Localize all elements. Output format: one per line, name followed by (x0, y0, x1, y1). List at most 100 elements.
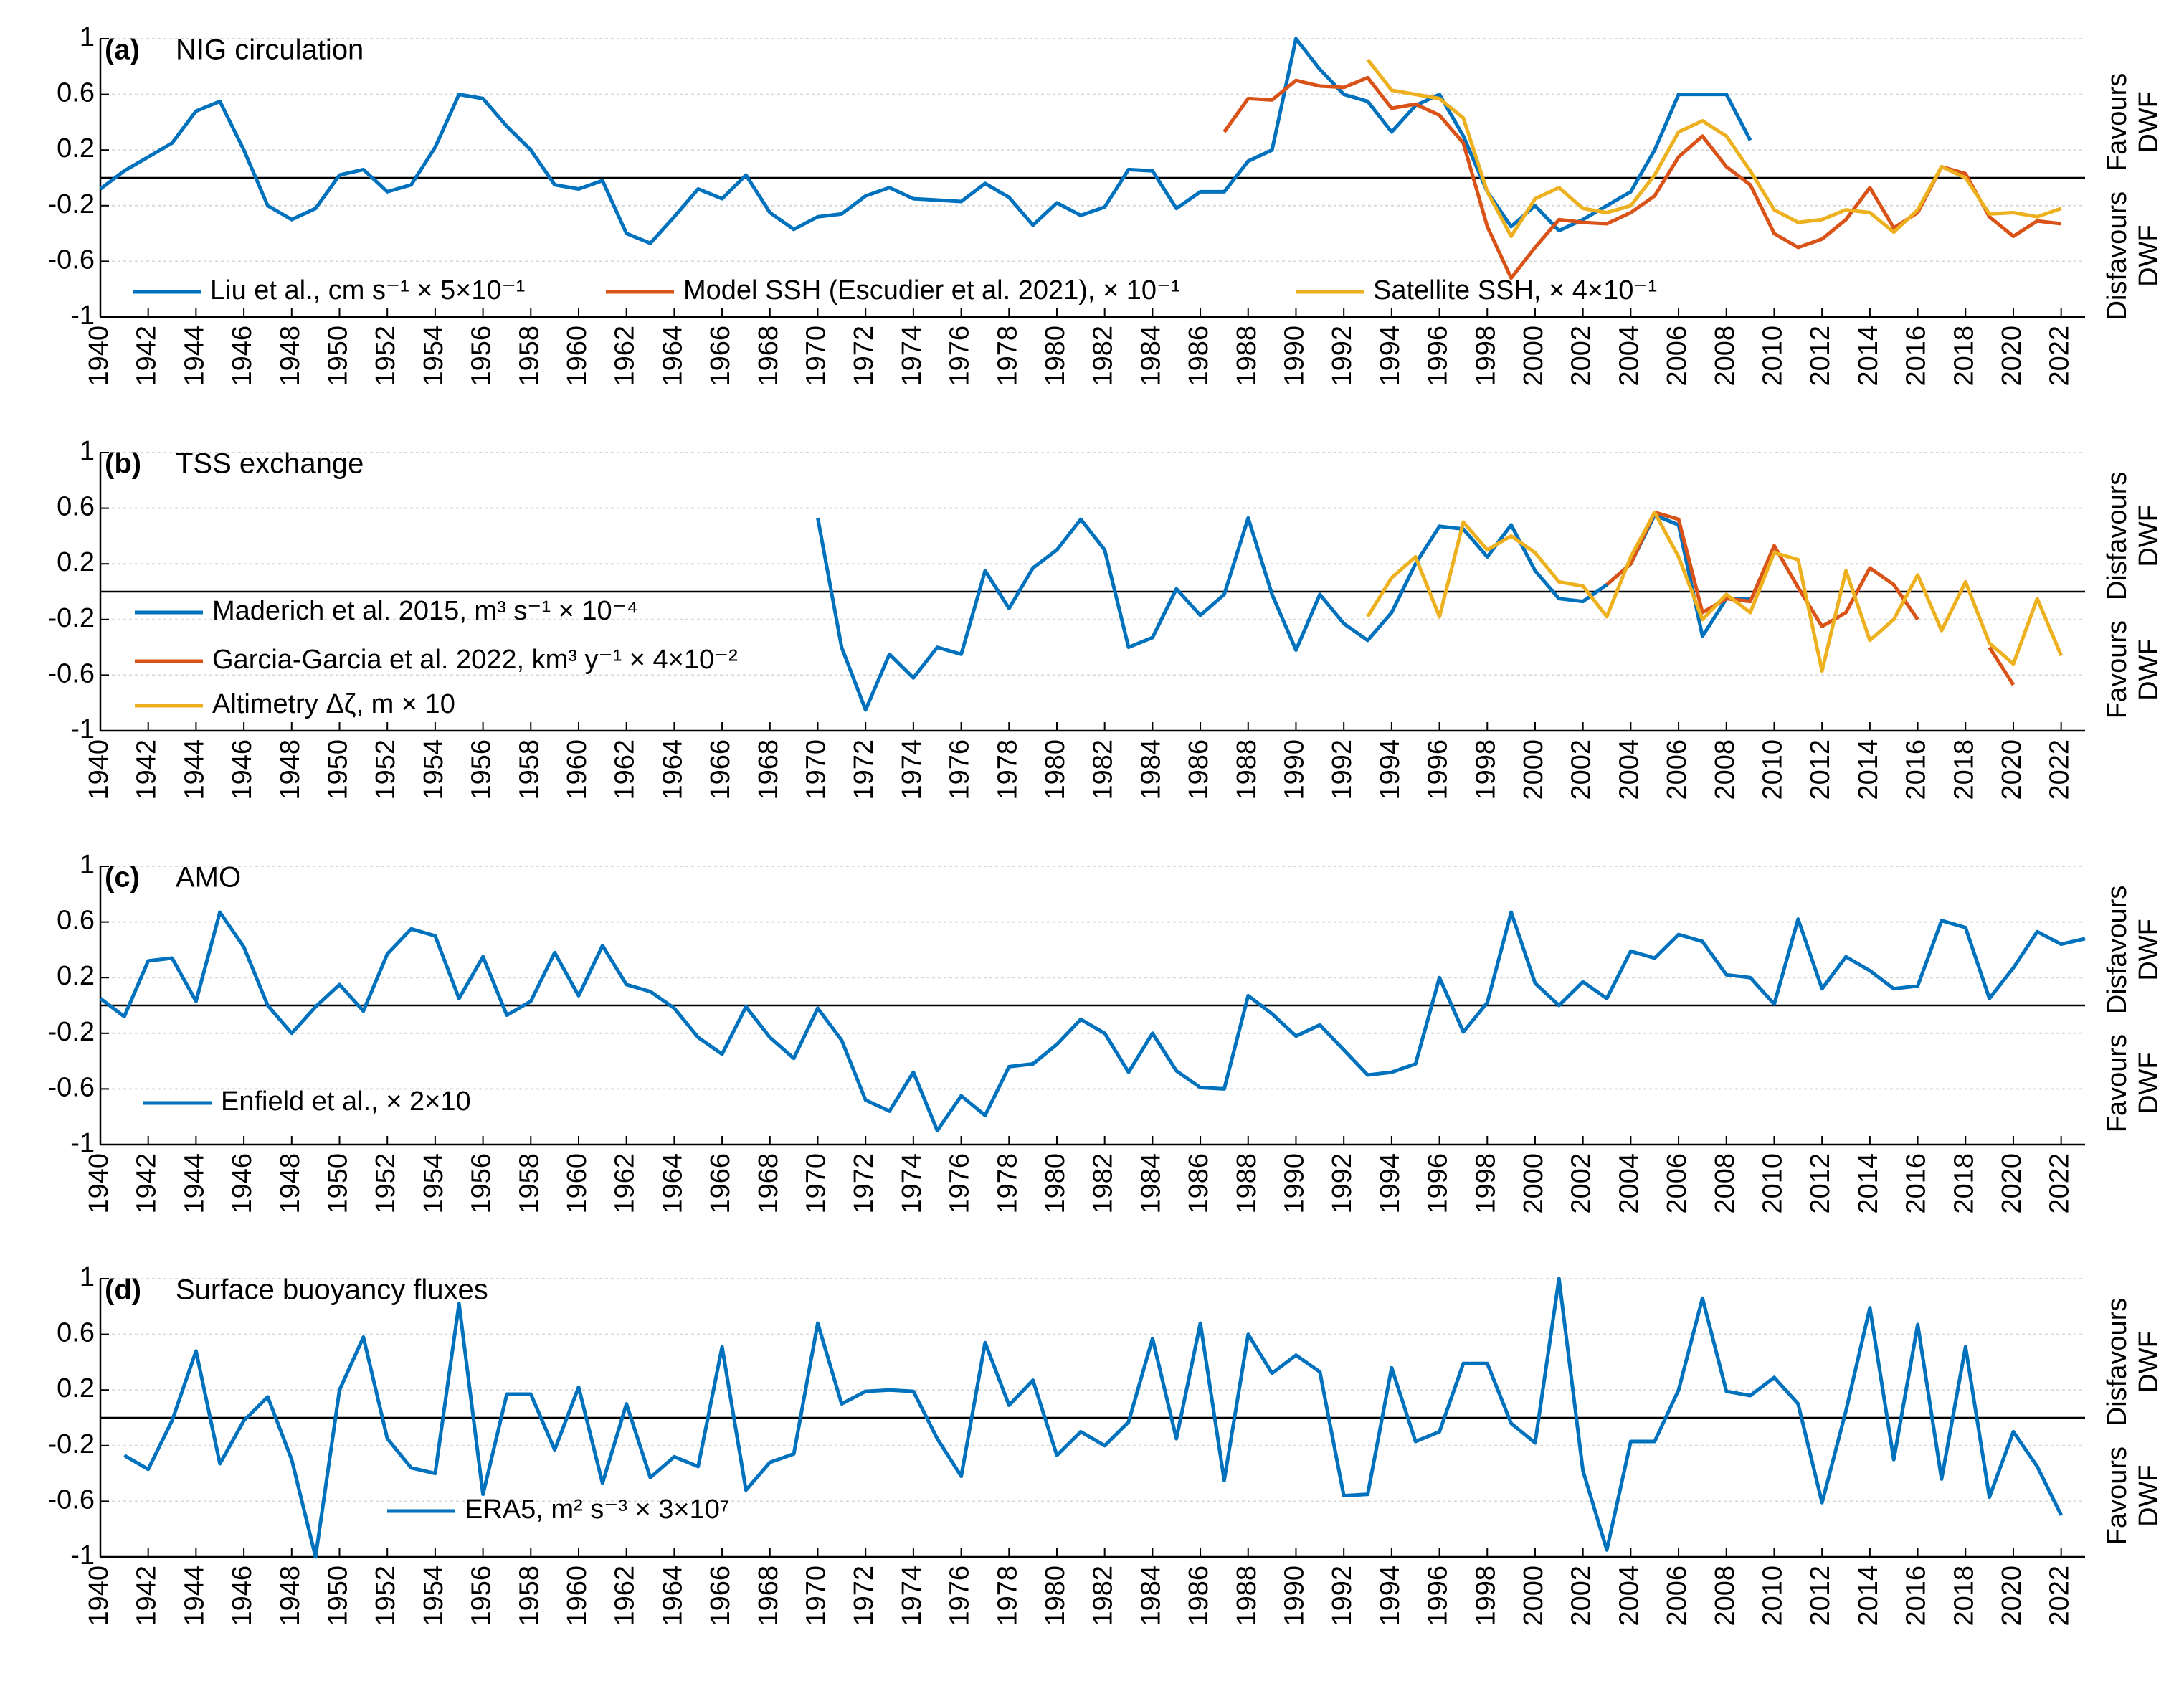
x-tick-label: 1984 (1136, 1566, 1166, 1626)
x-tick-label: 2014 (1853, 739, 1884, 800)
x-tick-label: 1970 (802, 739, 832, 800)
x-tick-label: 1974 (897, 739, 927, 800)
x-tick-label: 1942 (132, 1566, 162, 1626)
x-tick-label: 1948 (275, 1153, 305, 1214)
x-tick-label: 2000 (1519, 1566, 1549, 1626)
x-tick-label: 1962 (610, 1153, 640, 1214)
x-tick-label: 2022 (2045, 1153, 2075, 1214)
x-tick-label: 1990 (1280, 1566, 1310, 1626)
x-tick-label: 1970 (802, 1153, 832, 1214)
x-tick-label: 2016 (1901, 739, 1932, 800)
x-tick-label: 1998 (1471, 326, 1501, 387)
x-tick-label: 1948 (275, 1566, 305, 1626)
legend-label: ERA5, m² s⁻³ × 3×10⁷ (465, 1495, 730, 1525)
x-tick-label: 1978 (992, 1153, 1022, 1214)
panel-label: (a) (105, 34, 140, 66)
x-tick-label: 1968 (754, 739, 784, 800)
legend-label: Model SSH (Escudier et al. 2021), × 10⁻¹ (683, 275, 1180, 306)
x-tick-label: 1944 (179, 1566, 209, 1626)
x-tick-label: 1950 (323, 326, 353, 387)
x-tick-label: 1940 (84, 326, 114, 387)
x-tick-label: 2020 (1997, 1153, 2027, 1214)
x-tick-label: 1964 (657, 1153, 688, 1214)
x-tick-label: 1988 (1232, 326, 1262, 387)
x-tick-label: 1966 (706, 1566, 736, 1626)
x-tick-label: 1954 (419, 1153, 449, 1214)
side-annotation: DWF (2134, 1052, 2164, 1114)
x-tick-label: 1986 (1184, 739, 1214, 800)
y-tick-label: 0.6 (57, 78, 95, 108)
x-tick-label: 1950 (323, 1566, 353, 1626)
x-tick-label: 2006 (1662, 739, 1692, 800)
x-tick-label: 1942 (132, 326, 162, 387)
x-tick-label: 1972 (849, 326, 879, 387)
legend-label: Enfield et al., × 2×10 (221, 1086, 471, 1117)
x-tick-label: 1992 (1327, 1566, 1357, 1626)
y-tick-label: 0.6 (57, 906, 95, 936)
side-annotation: Favours (2102, 73, 2132, 171)
x-tick-label: 2018 (1949, 326, 1979, 387)
panel-label: (b) (105, 448, 141, 480)
side-annotation: DWF (2134, 1464, 2164, 1527)
x-tick-label: 1996 (1423, 1153, 1453, 1214)
data-line (123, 1277, 2063, 1559)
panel: -1 -0.6 -0.2 0.2 0.6 1 1940 1942 1944 1946 1948 195… (48, 1262, 2165, 1626)
x-tick-label: 1992 (1327, 739, 1357, 800)
x-tick-label: 1982 (1088, 739, 1119, 800)
y-tick-label: -0.2 (48, 189, 95, 219)
x-tick-label: 1968 (754, 1153, 784, 1214)
x-tick-label: 1946 (227, 1566, 257, 1626)
x-tick-label: 1946 (227, 326, 257, 387)
y-tick-label: -1 (70, 300, 95, 331)
x-tick-label: 2020 (1997, 1566, 2027, 1626)
x-tick-label: 1982 (1088, 1566, 1119, 1626)
x-tick-label: 2014 (1853, 326, 1884, 387)
x-tick-label: 1972 (849, 1566, 879, 1626)
x-tick-label: 2004 (1614, 1153, 1644, 1214)
panel: -1 -0.6 -0.2 0.2 0.6 1 1940 1942 1944 1946 1948 195… (48, 436, 2165, 800)
side-annotation: Favours (2102, 1034, 2132, 1132)
x-tick-label: 2010 (1757, 326, 1787, 387)
y-tick-label: -0.6 (48, 658, 95, 688)
x-tick-label: 1996 (1423, 1566, 1453, 1626)
x-tick-label: 1984 (1136, 326, 1166, 387)
x-tick-label: 2020 (1997, 739, 2027, 800)
y-tick-label: 0.2 (57, 547, 95, 577)
x-tick-label: 1960 (562, 1153, 592, 1214)
x-tick-label: 1982 (1088, 326, 1119, 387)
x-tick-label: 1964 (657, 739, 688, 800)
x-tick-label: 1972 (849, 1153, 879, 1214)
x-tick-label: 2008 (1710, 326, 1740, 387)
x-tick-label: 1942 (132, 739, 162, 800)
y-tick-label: 1 (80, 1262, 95, 1292)
side-annotation: DWF (2134, 224, 2164, 287)
x-tick-label: 1960 (562, 1566, 592, 1626)
x-tick-label: 1954 (419, 326, 449, 387)
side-annotation: Disfavours (2102, 472, 2132, 601)
panel-label: (d) (105, 1274, 141, 1306)
y-tick-label: -1 (70, 1540, 95, 1571)
x-tick-label: 1966 (706, 326, 736, 387)
legend-label: Altimetry Δζ, m × 10 (212, 689, 455, 719)
data-line (99, 910, 2086, 1133)
x-tick-label: 1978 (992, 326, 1022, 387)
x-tick-label: 2018 (1949, 739, 1979, 800)
x-tick-label: 1950 (323, 1153, 353, 1214)
x-tick-label: 1980 (1040, 326, 1070, 387)
x-tick-label: 1998 (1471, 1153, 1501, 1214)
panel-label: (c) (105, 862, 140, 894)
x-tick-label: 2010 (1757, 1153, 1787, 1214)
x-tick-label: 2004 (1614, 739, 1644, 800)
x-tick-label: 1946 (227, 739, 257, 800)
x-tick-label: 1994 (1375, 326, 1405, 387)
x-tick-label: 2018 (1949, 1153, 1979, 1214)
x-tick-label: 1988 (1232, 1566, 1262, 1626)
x-tick-label: 1994 (1375, 1566, 1405, 1626)
x-tick-label: 1948 (275, 326, 305, 387)
x-tick-label: 1978 (992, 1566, 1022, 1626)
x-tick-label: 2006 (1662, 1153, 1692, 1214)
x-tick-label: 2004 (1614, 1566, 1644, 1626)
y-tick-label: -0.6 (48, 1072, 95, 1102)
x-tick-label: 1972 (849, 739, 879, 800)
panel-title: TSS exchange (176, 448, 364, 480)
